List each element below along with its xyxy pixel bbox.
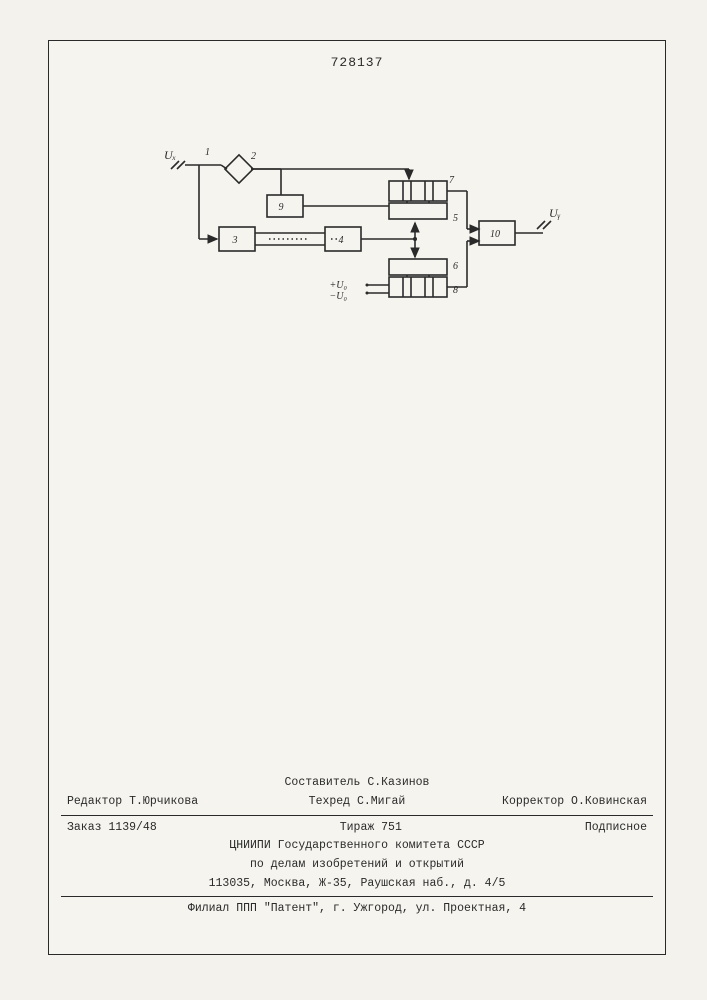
committee-line-1: ЦНИИПИ Государственного комитета СССР (49, 838, 665, 855)
block-5: 5 (389, 203, 458, 224)
divider-2 (61, 896, 653, 897)
compiler: Составитель С.Казинов (260, 775, 453, 792)
techred: Техред С.Мигай (260, 794, 453, 811)
block-2: 2 (225, 151, 256, 183)
output-label: Uᵧ (549, 206, 561, 220)
block-3: 3 (219, 227, 255, 251)
svg-text:5: 5 (453, 213, 458, 224)
block-1-label: 1 (205, 147, 210, 158)
svg-text:3: 3 (232, 235, 238, 246)
circulation: Тираж 751 (340, 820, 402, 837)
corrector: Корректор О.Ковинская (454, 794, 647, 811)
block-10: 10 (479, 221, 515, 245)
block-7: 7 (389, 175, 455, 201)
page-frame: 728137 Uₓ 1 2 (48, 40, 666, 955)
branch-line: Филиал ППП "Патент", г. Ужгород, ул. Про… (49, 901, 665, 918)
order-row: Заказ 1139/48 Тираж 751 Подписное (49, 820, 665, 837)
svg-text:6: 6 (453, 261, 458, 272)
committee-address: 113035, Москва, Ж-35, Раушская наб., д. … (49, 876, 665, 893)
footer-block: . Составитель С.Казинов . Редактор Т.Юрч… (49, 775, 665, 918)
order-number: Заказ 1139/48 (67, 820, 157, 837)
input-label: Uₓ (164, 148, 176, 162)
v0-minus-label: −U₀ (330, 291, 348, 302)
v0-plus-label: +U₀ (330, 280, 348, 291)
credits-row-2: Редактор Т.Юрчикова Техред С.Мигай Корре… (49, 794, 665, 811)
document-number: 728137 (331, 55, 384, 70)
block-6: 6 (389, 259, 458, 275)
block-9: 9 (267, 195, 303, 217)
divider-1 (61, 815, 653, 816)
block-diagram: Uₓ 1 2 (159, 141, 569, 371)
diagram-group: Uₓ 1 2 (164, 147, 561, 302)
committee-line-2: по делам изобретений и открытий (49, 857, 665, 874)
block-4: 4 (325, 227, 361, 251)
subscription: Подписное (585, 820, 647, 837)
svg-text:9: 9 (279, 202, 284, 213)
svg-text:4: 4 (339, 235, 344, 246)
svg-text:7: 7 (449, 175, 455, 186)
credits-row-1: . Составитель С.Казинов . (49, 775, 665, 792)
svg-text:2: 2 (251, 151, 256, 162)
svg-text:10: 10 (490, 229, 500, 240)
editor: Редактор Т.Юрчикова (67, 794, 260, 811)
